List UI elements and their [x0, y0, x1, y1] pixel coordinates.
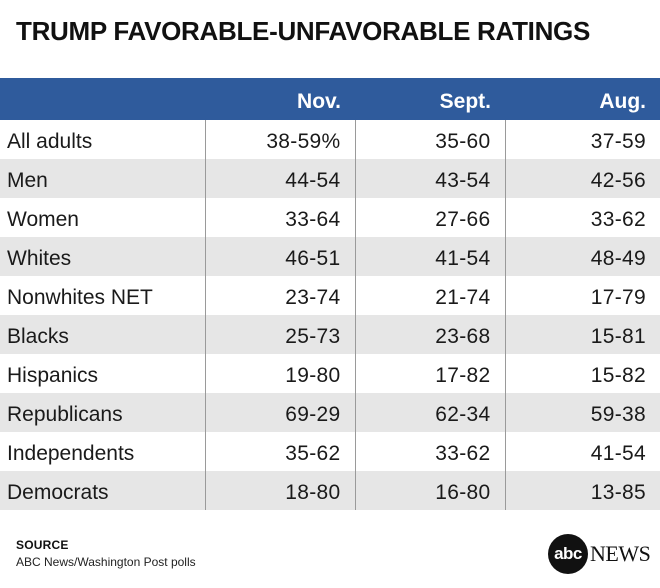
cell-value: 38-59%: [204, 120, 355, 159]
cell-value: 33-62: [354, 432, 505, 471]
table-row: Republicans 69-29 62-34 59-38: [0, 393, 660, 432]
table-row: Independents 35-62 33-62 41-54: [0, 432, 660, 471]
cell-value: 42-56: [504, 159, 660, 198]
cell-value: 17-82: [354, 354, 505, 393]
cell-value: 25-73: [204, 315, 355, 354]
table-row: Whites 46-51 41-54 48-49: [0, 237, 660, 276]
abc-news-logo: abc NEWS: [548, 534, 651, 574]
abc-logo-icon: abc: [548, 534, 588, 574]
table-row: Blacks 25-73 23-68 15-81: [0, 315, 660, 354]
cell-value: 33-64: [204, 198, 355, 237]
table-row: Hispanics 19-80 17-82 15-82: [0, 354, 660, 393]
source-text: ABC News/Washington Post polls: [16, 555, 196, 569]
cell-value: 46-51: [204, 237, 355, 276]
row-label: All adults: [7, 129, 93, 153]
cell-value: 23-68: [354, 315, 505, 354]
table-row: Nonwhites NET 23-74 21-74 17-79: [0, 276, 660, 315]
column-header-nov: Nov.: [297, 90, 341, 113]
cell-value: 43-54: [354, 159, 505, 198]
column-header-sept: Sept.: [439, 90, 491, 113]
cell-value: 35-62: [204, 432, 355, 471]
table-row: Democrats 18-80 16-80 13-85: [0, 471, 660, 510]
cell-value: 15-81: [504, 315, 660, 354]
row-label: Blacks: [7, 324, 69, 348]
cell-value: 41-54: [504, 432, 660, 471]
cell-value: 18-80: [204, 471, 355, 510]
cell-value: 19-80: [204, 354, 355, 393]
cell-value: 37-59: [504, 120, 660, 159]
table-header-row: Nov. Sept. Aug.: [0, 78, 660, 120]
ratings-table: Nov. Sept. Aug. All adults 38-59% 35-60 …: [0, 78, 660, 510]
cell-value: 48-49: [504, 237, 660, 276]
table-row: All adults 38-59% 35-60 37-59: [0, 120, 660, 159]
column-header-aug: Aug.: [599, 90, 646, 113]
cell-value: 44-54: [204, 159, 355, 198]
cell-value: 15-82: [504, 354, 660, 393]
cell-value: 35-60: [354, 120, 505, 159]
cell-value: 62-34: [354, 393, 505, 432]
row-label: Men: [7, 168, 48, 192]
row-label: Nonwhites NET: [7, 285, 153, 309]
cell-value: 27-66: [354, 198, 505, 237]
cell-value: 23-74: [204, 276, 355, 315]
cell-value: 69-29: [204, 393, 355, 432]
source-label: SOURCE: [16, 538, 69, 552]
table-row: Men 44-54 43-54 42-56: [0, 159, 660, 198]
cell-value: 59-38: [504, 393, 660, 432]
row-label: Hispanics: [7, 363, 99, 387]
cell-value: 17-79: [504, 276, 660, 315]
cell-value: 33-62: [504, 198, 660, 237]
logo-wordmark: NEWS: [590, 541, 651, 566]
cell-value: 41-54: [354, 237, 505, 276]
table-body: All adults 38-59% 35-60 37-59 Men 44-54 …: [0, 120, 660, 510]
column-header-group: [0, 78, 205, 120]
cell-value: 16-80: [354, 471, 505, 510]
row-label: Democrats: [7, 480, 109, 504]
cell-value: 21-74: [354, 276, 505, 315]
row-label: Republicans: [7, 402, 123, 426]
row-label: Independents: [7, 441, 135, 465]
row-label: Whites: [7, 246, 72, 270]
cell-value: 13-85: [504, 471, 660, 510]
table-row: Women 33-64 27-66 33-62: [0, 198, 660, 237]
row-label: Women: [7, 207, 79, 231]
chart-title: TRUMP FAVORABLE-UNFAVORABLE RATINGS: [16, 16, 591, 46]
